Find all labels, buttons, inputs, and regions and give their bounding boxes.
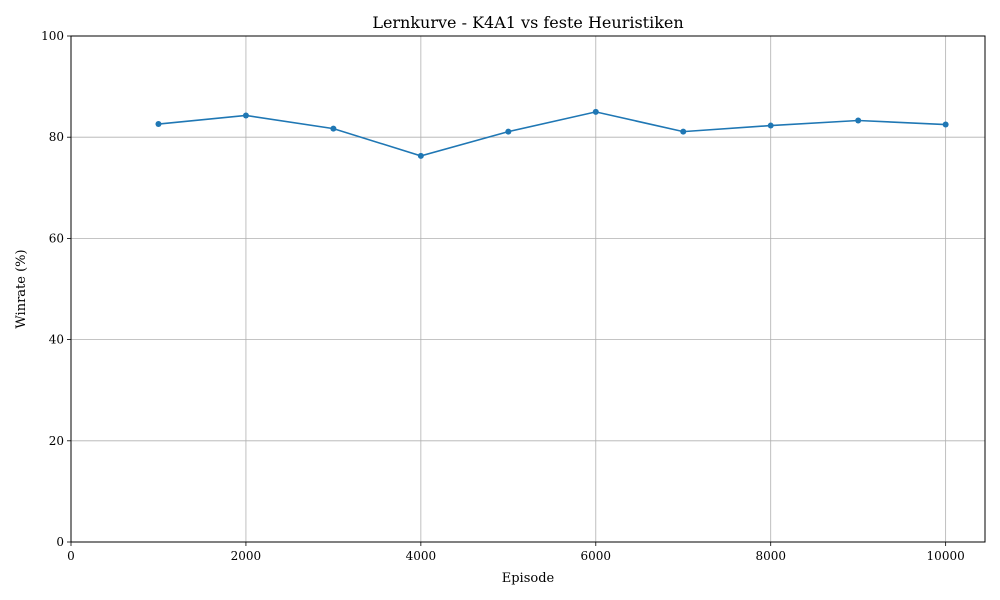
x-tick-label: 4000 [406,549,437,563]
y-axis-label: Winrate (%) [14,249,29,328]
x-tick-label: 6000 [581,549,612,563]
x-tick-label: 2000 [231,549,262,563]
x-tick-label: 8000 [755,549,786,563]
y-tick-label: 80 [49,130,64,144]
y-tick-label: 40 [49,333,64,347]
data-point [855,117,862,124]
data-point [417,152,424,159]
axis-ticks: 0 2000 4000 6000 8000 10000 0 20 40 60 80 100 [41,29,965,563]
data-point [155,121,162,128]
x-axis-label: Episode [502,571,555,586]
data-point [767,122,774,129]
y-tick-label: 60 [49,231,64,245]
y-tick-label: 100 [41,29,64,43]
x-tick-label: 0 [67,549,75,563]
y-tick-label: 0 [56,535,64,549]
data-point [330,125,337,132]
data-point [942,121,949,128]
x-tick-label: 10000 [927,549,965,563]
data-point [680,128,687,135]
data-point [592,108,599,115]
chart-title: Lernkurve - K4A1 vs feste Heuristiken [372,13,683,32]
series [155,108,949,159]
data-point [505,128,512,135]
data-point [242,112,249,119]
y-tick-label: 20 [49,434,64,448]
series-line [158,111,946,157]
plot-frame [70,35,986,543]
